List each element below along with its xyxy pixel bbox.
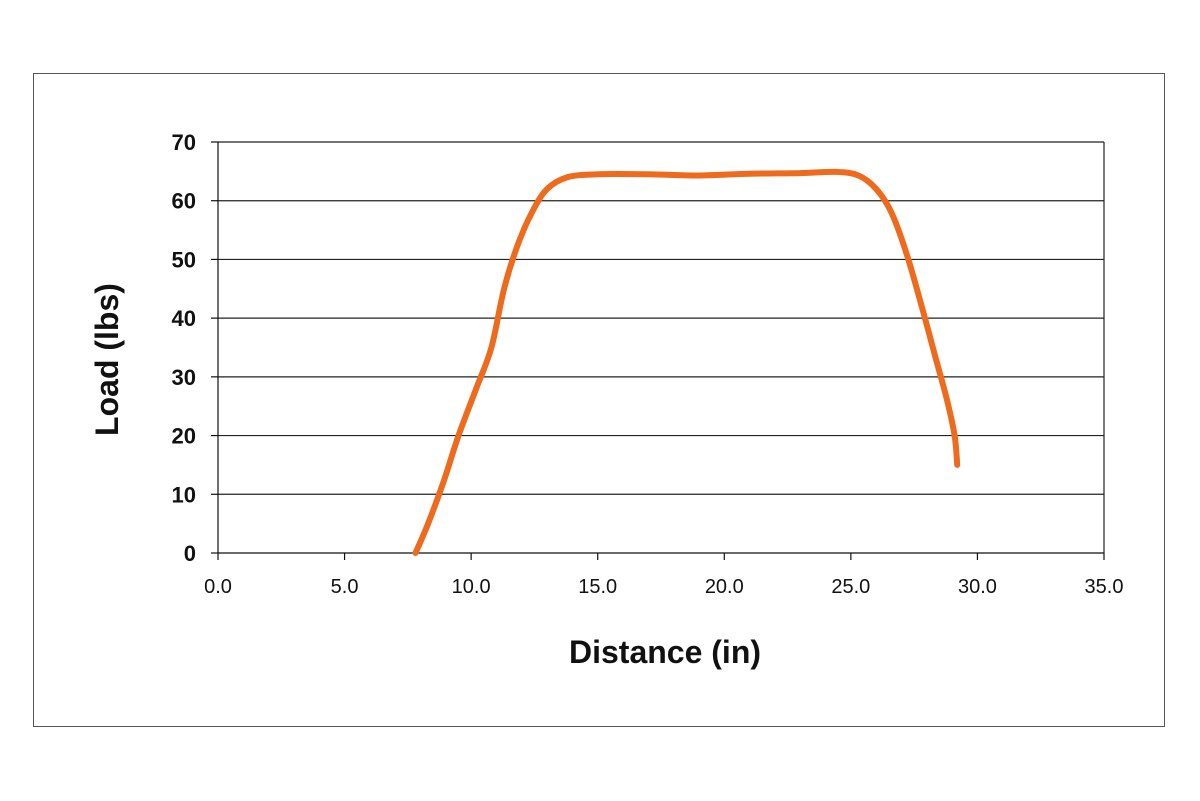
x-tick-label: 25.0 xyxy=(831,576,870,598)
x-tick-label: 30.0 xyxy=(958,576,997,598)
y-tick-label: 0 xyxy=(184,541,196,566)
y-tick-label: 60 xyxy=(172,189,196,214)
y-axis-title: Load (lbs) xyxy=(89,283,125,436)
y-tick-label: 10 xyxy=(172,482,196,507)
x-tick-label: 20.0 xyxy=(705,576,744,598)
chart-frame xyxy=(33,73,1165,727)
y-tick-labels: 0 10 20 30 40 50 60 70 xyxy=(172,130,196,566)
y-tick-label: 50 xyxy=(172,247,196,272)
x-tick-labels: 0.0 5.0 10.0 15.0 20.0 25.0 30.0 35.0 xyxy=(204,576,1123,598)
x-tick-label: 5.0 xyxy=(331,576,359,598)
y-tick-label: 70 xyxy=(172,130,196,155)
y-tick-label: 30 xyxy=(172,365,196,390)
gridlines xyxy=(211,141,1105,560)
series-line-0 xyxy=(412,168,961,556)
series-layer xyxy=(412,168,961,556)
axes xyxy=(217,142,1104,554)
x-tick-label: 10.0 xyxy=(452,576,491,598)
x-tick-label: 15.0 xyxy=(578,576,617,598)
x-tick-label: 35.0 xyxy=(1085,576,1124,598)
x-tick-label: 0.0 xyxy=(204,576,232,598)
y-tick-label: 20 xyxy=(172,424,196,449)
x-axis-title: Distance (in) xyxy=(569,634,761,670)
y-tick-label: 40 xyxy=(172,306,196,331)
